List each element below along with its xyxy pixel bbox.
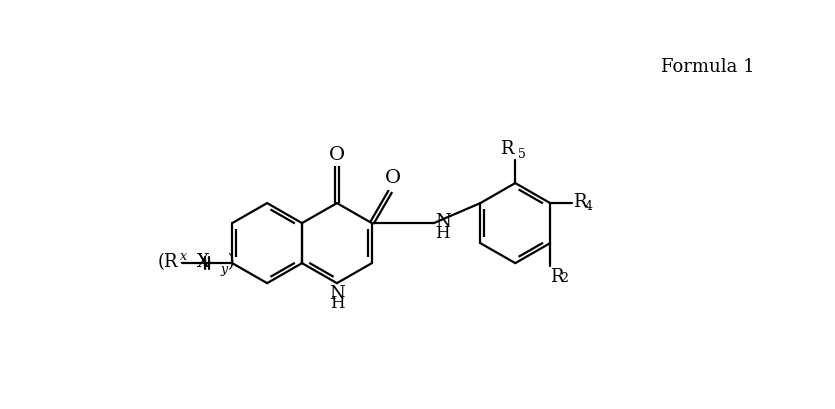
Text: x: x <box>180 250 186 263</box>
Text: 2: 2 <box>560 272 568 285</box>
Text: O: O <box>329 146 345 164</box>
Text: y: y <box>220 263 228 276</box>
Text: R: R <box>500 140 514 158</box>
Text: R: R <box>574 193 587 211</box>
Text: H: H <box>435 225 450 243</box>
Text: Formula 1: Formula 1 <box>660 58 755 76</box>
Text: R: R <box>550 268 564 286</box>
Text: H: H <box>330 295 344 312</box>
Text: 5: 5 <box>519 148 526 162</box>
Text: O: O <box>385 169 401 187</box>
Text: (R: (R <box>158 253 178 271</box>
Text: N: N <box>329 285 345 303</box>
Text: —X—): —X—) <box>180 253 235 271</box>
Text: N: N <box>435 213 451 231</box>
Text: 4: 4 <box>584 200 592 213</box>
